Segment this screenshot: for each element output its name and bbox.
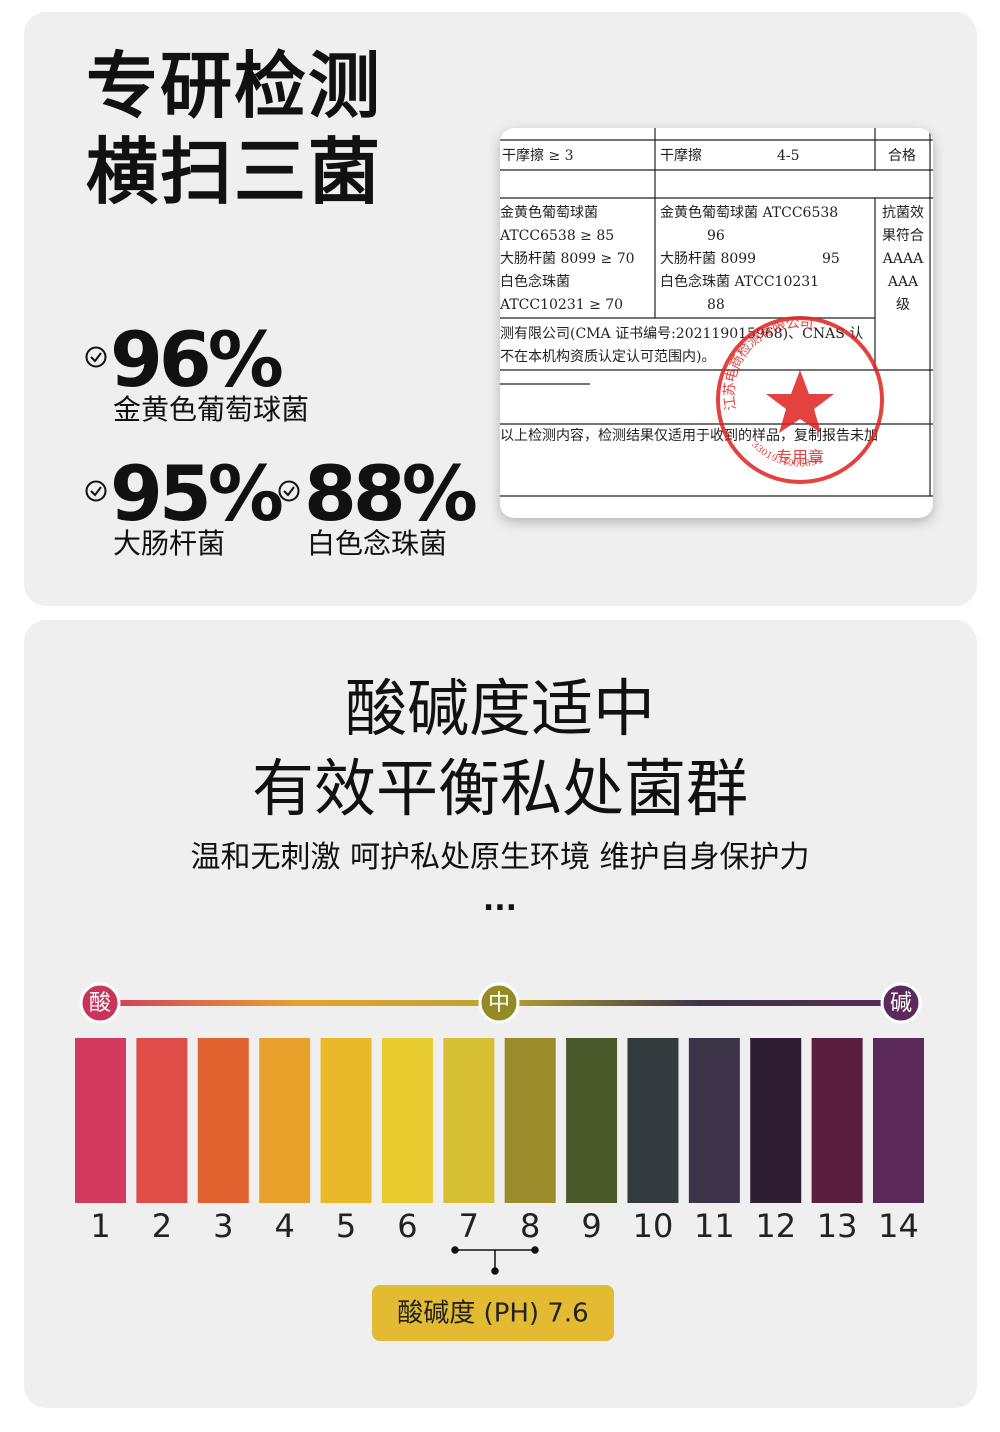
bracket [451,1246,539,1275]
check-icon [85,346,107,368]
ph-bar [504,1038,556,1203]
stat-label: 大肠杆菌 [113,527,226,560]
ph-number: 10 [633,1207,674,1245]
ph-number: 6 [397,1207,417,1245]
check-icon [278,480,300,502]
ph-badge [372,1285,614,1341]
ph-bar [627,1038,679,1203]
title-line: 横扫三菌 [86,130,383,214]
ph-bar [320,1038,372,1203]
cell: ATCC10231 ≥ 70 [500,297,623,313]
ph-number: 1 [90,1207,110,1245]
cell: 干摩擦 [660,147,702,164]
end-dot [880,982,922,1024]
cell: AAAA [882,251,924,267]
cell: 95 [822,251,840,267]
check-icon [85,480,107,502]
ph-title: 酸碱度适中 [344,672,655,745]
cell: 以上检测内容，检测结果仅适用于收到的样品，复制报告未加 [500,427,878,444]
stat-value: 96% [110,315,284,404]
ph-scale: 酸 中 碱 酸碱度 (PH) 7.6 1 2 3 4 5 6 7 8 9 10 11 12 13 14 [75,982,924,1341]
ph-bar [688,1038,740,1203]
cell: 4-5 [777,148,800,164]
ph-bar [811,1038,863,1203]
ph-number: 5 [336,1207,356,1245]
cell: 88 [707,297,725,313]
end-label: 碱 [890,991,912,1016]
ph-number: 3 [213,1207,233,1245]
ph-number: 9 [581,1207,601,1245]
ph-number: 8 [520,1207,540,1245]
cell: 合格 [888,148,916,164]
ellipsis: ... [482,883,518,918]
ph-bar [750,1038,802,1203]
cell: 抗菌效 [882,205,924,221]
ph-badge-label: 酸碱度 (PH) 7.6 [397,1299,588,1329]
test-report: 干摩擦 ≥ 3 干摩擦 4-5 合格 金黄色葡萄球菌 ATCC6538 ≥ 85… [500,128,933,518]
cell: 金黄色葡萄球菌 [500,204,598,221]
cell: 白色念珠菌 [500,273,570,290]
stat-value: 88% [304,449,478,538]
cell: 级 [896,297,910,313]
ph-bar [197,1038,249,1203]
cell: 大肠杆菌 8099 ≥ 70 [500,251,635,267]
ph-number: 2 [152,1207,172,1245]
ph-number: 14 [878,1207,919,1245]
title-line: 专研检测 [86,44,383,128]
stat-label: 白色念珠菌 [307,527,448,560]
ph-subtitle: 温和无刺激 呵护私处原生环境 维护自身保护力 [190,840,810,875]
stat-value: 95% [110,449,284,538]
ph-bar [873,1038,924,1203]
ph-number: 11 [694,1207,735,1245]
cell: 白色念珠菌 ATCC10231 [660,273,819,290]
stat-label: 金黄色葡萄球菌 [113,393,310,426]
ph-number: 12 [755,1207,796,1245]
end-dot [79,982,121,1024]
cell: 测有限公司(CMA 证书编号:202119015968)、CNAS 认 [500,326,863,342]
end-dot [478,982,520,1024]
ph-bar [381,1038,433,1203]
cell: 96 [707,228,725,244]
ph-number: 13 [817,1207,858,1245]
ph-number: 4 [274,1207,294,1245]
ph-bar [566,1038,618,1203]
cell: 不在本机构资质认定认可范围内)。 [500,348,715,365]
cell: 金黄色葡萄球菌 ATCC6538 [660,204,838,221]
cell: AAA [887,274,919,290]
end-label: 中 [488,991,510,1016]
end-label: 酸 [89,991,111,1016]
ph-number: 7 [459,1207,479,1245]
report-table: 干摩擦 ≥ 3 干摩擦 4-5 合格 金黄色葡萄球菌 ATCC6538 ≥ 85… [500,128,933,497]
ph-bar [443,1038,495,1203]
ph-title: 有效平衡私处菌群 [251,752,748,825]
ph-bar [136,1038,188,1203]
cell: 大肠杆菌 8099 [660,251,756,267]
stamp-center: 专用章 [776,448,824,467]
cell: 干摩擦 ≥ 3 [502,147,574,164]
ph-bar [259,1038,311,1203]
cell: ATCC6538 ≥ 85 [500,228,614,244]
ph-bar [75,1038,126,1203]
cell: 果符合 [882,228,924,244]
